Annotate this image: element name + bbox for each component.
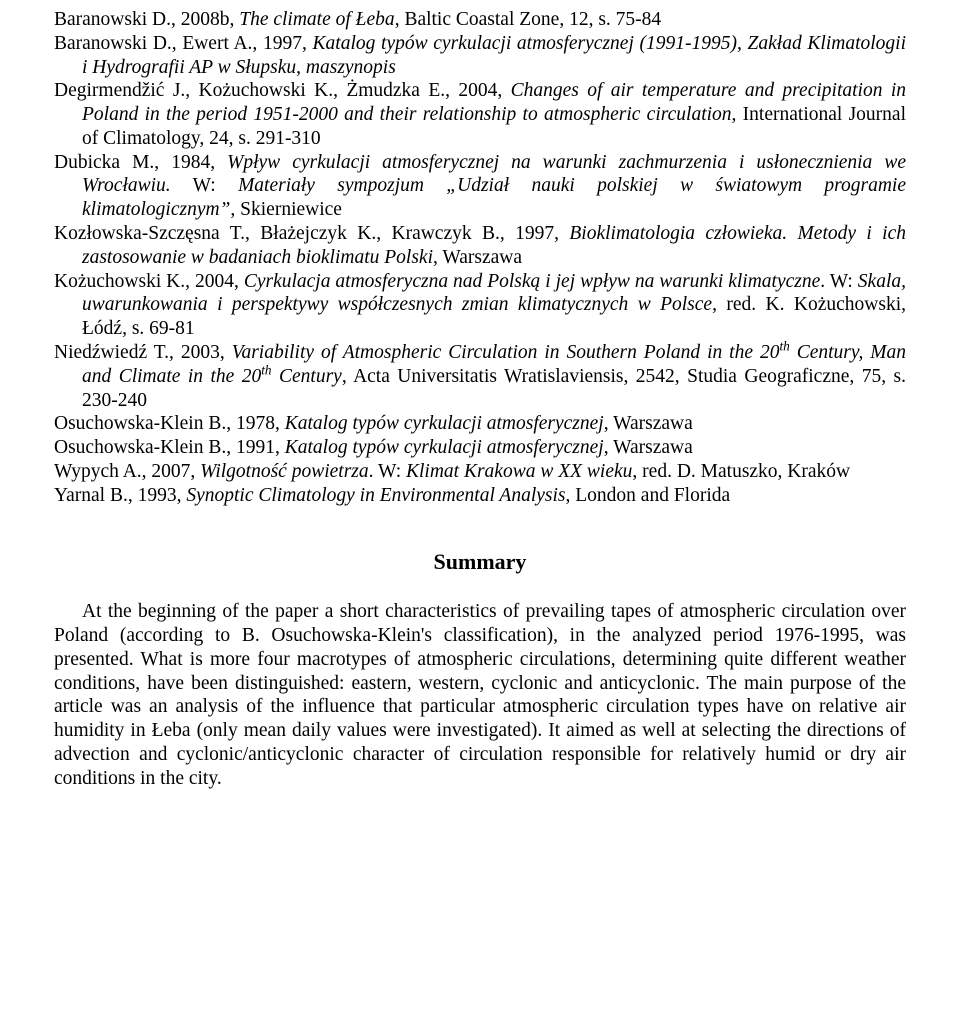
- reference-entry: Wypych A., 2007, Wilgotność powietrza. W…: [54, 460, 906, 484]
- reference-entry: Osuchowska-Klein B., 1991, Katalog typów…: [54, 436, 906, 460]
- summary-paragraph: At the beginning of the paper a short ch…: [54, 600, 906, 790]
- reference-entry: Niedźwiedź T., 2003, Variability of Atmo…: [54, 341, 906, 412]
- reference-entry: Osuchowska-Klein B., 1978, Katalog typów…: [54, 412, 906, 436]
- reference-entry: Yarnal B., 1993, Synoptic Climatology in…: [54, 484, 906, 508]
- reference-entry: Baranowski D., Ewert A., 1997, Katalog t…: [54, 32, 906, 80]
- reference-entry: Baranowski D., 2008b, The climate of Łeb…: [54, 8, 906, 32]
- summary-heading: Summary: [54, 549, 906, 576]
- reference-entry: Degirmendžić J., Kożuchowski K., Żmudzka…: [54, 79, 906, 150]
- reference-entry: Kożuchowski K., 2004, Cyrkulacja atmosfe…: [54, 270, 906, 341]
- references-list: Baranowski D., 2008b, The climate of Łeb…: [54, 8, 906, 507]
- reference-entry: Kozłowska-Szczęsna T., Błażejczyk K., Kr…: [54, 222, 906, 270]
- reference-entry: Dubicka M., 1984, Wpływ cyrkulacji atmos…: [54, 151, 906, 222]
